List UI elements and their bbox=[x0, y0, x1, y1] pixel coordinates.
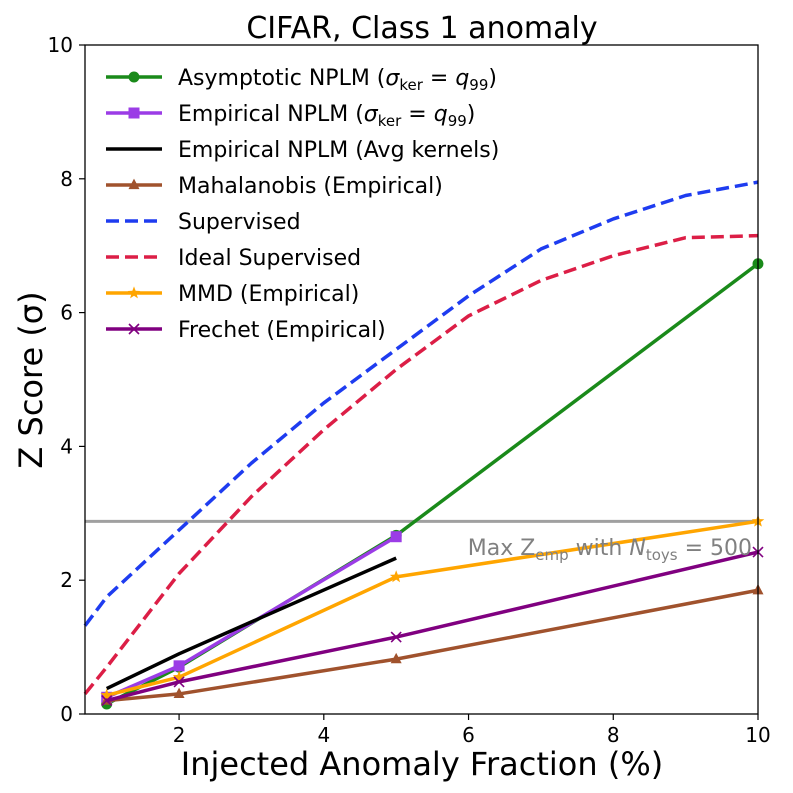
data-point bbox=[390, 631, 402, 643]
y-axis-label: Z Score (σ) bbox=[12, 291, 50, 468]
legend-item: Asymptotic NPLM (σker = q99) bbox=[106, 66, 497, 94]
legend-label: Empirical NPLM (Avg kernels) bbox=[178, 138, 499, 163]
x-tick-label: 6 bbox=[462, 723, 475, 747]
legend-item: MMD (Empirical) bbox=[106, 282, 359, 307]
series-layer bbox=[83, 180, 765, 710]
legend-label: Mahalanobis (Empirical) bbox=[178, 174, 443, 199]
x-tick-label: 2 bbox=[173, 723, 186, 747]
legend: Asymptotic NPLM (σker = q99) Empirical NP… bbox=[106, 66, 499, 343]
data-point bbox=[172, 670, 186, 683]
y-tick-label: 2 bbox=[60, 568, 73, 592]
x-tick-label: 10 bbox=[745, 723, 770, 747]
legend-item: Empirical NPLM (Avg kernels) bbox=[106, 138, 499, 163]
x-axis-label: Injected Anomaly Fraction (%) bbox=[181, 745, 663, 783]
data-point bbox=[389, 570, 403, 583]
series-line bbox=[106, 535, 398, 699]
data-point bbox=[173, 687, 185, 699]
threshold-label: Max Zemp with Ntoys = 500 bbox=[468, 536, 752, 564]
chart-title: CIFAR, Class 1 anomaly bbox=[246, 11, 597, 46]
series-5 bbox=[83, 233, 759, 696]
legend-label: Frechet (Empirical) bbox=[178, 318, 386, 343]
legend-label: Empirical NPLM (σker = q99) bbox=[178, 102, 475, 130]
legend-item: Mahalanobis (Empirical) bbox=[106, 174, 443, 199]
legend-item: Frechet (Empirical) bbox=[106, 318, 386, 343]
legend-item: Supervised bbox=[106, 210, 301, 235]
series-line bbox=[106, 519, 759, 697]
series-line bbox=[83, 233, 759, 696]
data-point bbox=[173, 676, 185, 688]
legend-label: Supervised bbox=[178, 210, 301, 235]
data-point bbox=[128, 323, 140, 335]
y-tick-label: 0 bbox=[60, 702, 73, 726]
data-point bbox=[101, 695, 113, 707]
series-4 bbox=[83, 180, 759, 627]
x-tick-label: 8 bbox=[607, 723, 620, 747]
y-tick-label: 4 bbox=[60, 434, 73, 458]
legend-label: Ideal Supervised bbox=[178, 246, 361, 271]
data-point bbox=[127, 286, 141, 299]
x-tick-label: 4 bbox=[317, 723, 330, 747]
legend-item: Empirical NPLM (σker = q99) bbox=[106, 102, 475, 130]
data-point bbox=[100, 688, 113, 701]
series-line bbox=[106, 588, 759, 703]
legend-label: MMD (Empirical) bbox=[178, 282, 359, 307]
data-point bbox=[128, 71, 140, 83]
series-2 bbox=[105, 556, 397, 691]
y-tick-label: 6 bbox=[60, 301, 73, 325]
legend-item: Ideal Supervised bbox=[106, 246, 361, 271]
series-line bbox=[83, 180, 759, 627]
data-point bbox=[128, 178, 140, 190]
data-point bbox=[390, 531, 402, 543]
y-tick-label: 8 bbox=[60, 167, 73, 191]
series-line bbox=[106, 550, 759, 703]
y-axis-ticks: 0 2 4 6 8 10 bbox=[48, 33, 85, 726]
data-point bbox=[390, 652, 402, 664]
plot-frame bbox=[84, 44, 759, 715]
series-line bbox=[105, 556, 397, 691]
series-7 bbox=[101, 546, 764, 707]
data-point bbox=[173, 660, 185, 672]
x-axis-ticks: 2 4 6 8 10 bbox=[173, 714, 771, 747]
data-point bbox=[128, 107, 140, 119]
y-tick-label: 10 bbox=[48, 33, 73, 57]
legend-label: Asymptotic NPLM (σker = q99) bbox=[178, 66, 497, 94]
